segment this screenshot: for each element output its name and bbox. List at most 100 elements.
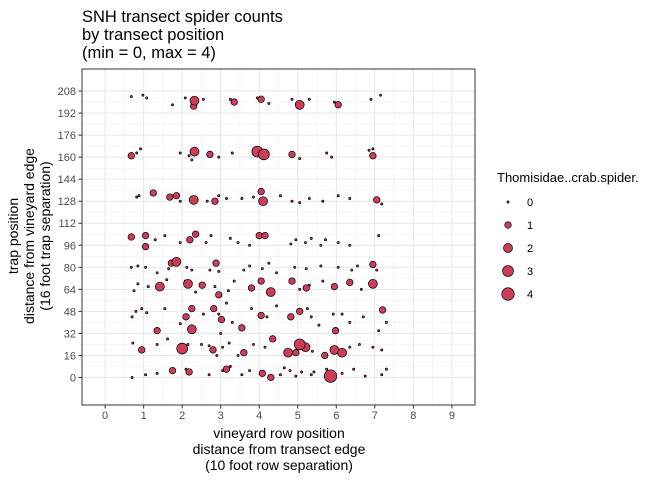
data-point bbox=[190, 158, 194, 162]
data-point bbox=[228, 97, 232, 101]
data-point bbox=[153, 238, 157, 242]
data-point bbox=[178, 241, 182, 244]
data-point bbox=[357, 342, 361, 346]
data-point bbox=[129, 95, 133, 98]
data-point bbox=[166, 193, 174, 201]
data-point bbox=[312, 370, 316, 374]
data-point bbox=[183, 278, 193, 289]
data-point bbox=[136, 264, 140, 268]
data-point bbox=[348, 243, 352, 247]
x-tick-label: 7 bbox=[372, 410, 378, 422]
data-point bbox=[317, 323, 321, 327]
data-point bbox=[198, 281, 206, 289]
legend-title: Thomisidae..crab.spider. bbox=[497, 170, 639, 185]
data-point bbox=[183, 96, 187, 100]
y-axis-title-line-2: distance from vineyard edge bbox=[21, 148, 37, 324]
data-point bbox=[336, 265, 340, 269]
data-point bbox=[257, 187, 265, 196]
data-point bbox=[228, 364, 232, 368]
data-point bbox=[294, 374, 298, 378]
data-point bbox=[304, 267, 308, 271]
data-point bbox=[296, 307, 304, 315]
data-point bbox=[257, 311, 265, 320]
data-point bbox=[293, 265, 297, 269]
data-point bbox=[378, 306, 387, 314]
data-point bbox=[130, 315, 134, 319]
y-tick-label: 144 bbox=[58, 174, 76, 186]
data-point bbox=[217, 312, 221, 316]
data-point bbox=[369, 260, 377, 269]
legend-key-symbol bbox=[503, 243, 513, 253]
data-point bbox=[248, 264, 252, 268]
data-point bbox=[206, 150, 214, 158]
data-point bbox=[380, 373, 384, 377]
data-point bbox=[309, 315, 313, 319]
data-point bbox=[141, 243, 150, 251]
data-point bbox=[384, 320, 388, 324]
data-point bbox=[337, 347, 347, 358]
data-point bbox=[289, 242, 293, 246]
data-point bbox=[210, 304, 218, 313]
data-point bbox=[212, 259, 220, 267]
data-point bbox=[134, 309, 138, 313]
data-point bbox=[287, 313, 295, 321]
x-tick-label: 0 bbox=[102, 410, 108, 422]
data-point bbox=[172, 192, 181, 200]
data-point bbox=[275, 304, 279, 308]
data-point bbox=[324, 238, 327, 242]
data-point bbox=[263, 345, 267, 349]
data-point bbox=[188, 194, 199, 205]
legend-key-symbol bbox=[501, 287, 515, 301]
data-point bbox=[294, 238, 298, 242]
data-point bbox=[215, 353, 219, 357]
data-point bbox=[185, 265, 189, 269]
chart-title-line-3: (min = 0, max = 4) bbox=[82, 44, 216, 62]
data-point bbox=[330, 155, 334, 159]
data-point bbox=[257, 277, 265, 285]
y-tick-label: 32 bbox=[64, 328, 76, 340]
data-point bbox=[211, 197, 219, 205]
data-point bbox=[144, 265, 148, 269]
data-point bbox=[321, 351, 329, 360]
minor-gridlines bbox=[82, 69, 475, 405]
data-point bbox=[321, 199, 325, 203]
data-point bbox=[265, 287, 276, 297]
data-point bbox=[369, 97, 373, 101]
data-point bbox=[288, 150, 296, 158]
data-point bbox=[240, 349, 248, 357]
data-point bbox=[275, 271, 279, 275]
data-point bbox=[250, 307, 253, 311]
data-point bbox=[257, 95, 265, 103]
data-point bbox=[186, 236, 194, 244]
data-point bbox=[290, 97, 294, 101]
data-point bbox=[261, 232, 269, 240]
data-point bbox=[367, 148, 371, 152]
data-point bbox=[227, 341, 231, 345]
x-tick-label: 3 bbox=[218, 410, 224, 422]
data-point bbox=[332, 100, 336, 104]
data-point bbox=[163, 234, 167, 238]
data-point bbox=[377, 234, 381, 238]
data-point bbox=[371, 147, 375, 151]
data-point bbox=[292, 349, 300, 357]
major-gridlines bbox=[82, 69, 475, 405]
data-point bbox=[186, 342, 190, 346]
data-point bbox=[350, 268, 354, 272]
data-point bbox=[199, 342, 203, 346]
data-point bbox=[135, 151, 139, 155]
x-axis-title-line-3: (10 foot row separation) bbox=[205, 457, 353, 473]
data-point bbox=[363, 374, 367, 378]
data-point bbox=[207, 344, 211, 348]
data-point bbox=[368, 278, 378, 289]
data-point bbox=[304, 241, 307, 244]
data-point bbox=[298, 287, 302, 291]
data-point bbox=[165, 278, 169, 282]
data-point bbox=[219, 331, 223, 335]
y-tick-label: 48 bbox=[64, 306, 76, 318]
data-point bbox=[267, 373, 275, 382]
data-point bbox=[176, 342, 188, 355]
data-points bbox=[127, 93, 388, 383]
y-tick-label: 160 bbox=[58, 152, 76, 164]
legend-key-symbol bbox=[504, 221, 512, 229]
data-point bbox=[258, 148, 270, 161]
